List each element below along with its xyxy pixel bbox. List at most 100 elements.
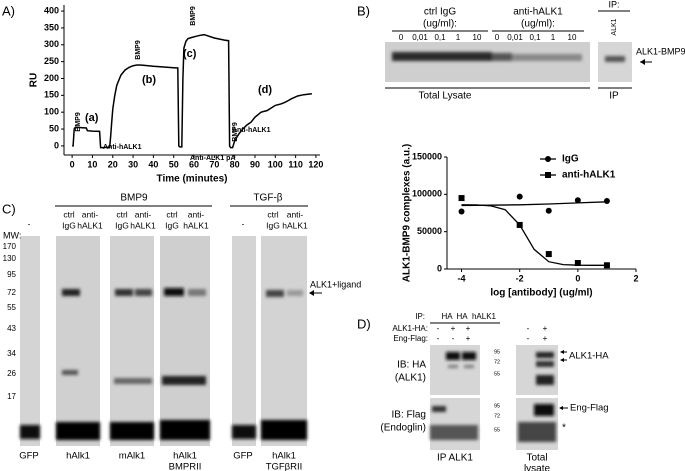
lane-label: 10 <box>568 33 577 42</box>
lane-label: 0,1 <box>434 33 446 42</box>
lane-label: 0,01 <box>507 33 523 42</box>
x-tick-label: 0 <box>70 159 75 169</box>
legend-label: IgG <box>562 154 579 165</box>
mw-label: 72 <box>7 288 16 297</box>
x-tick-label: 70 <box>209 159 219 169</box>
sign: - <box>437 324 440 333</box>
x-tick-label: 20 <box>108 159 118 169</box>
y-tick-label: 150 <box>44 90 59 100</box>
panel-label: C) <box>2 201 16 216</box>
annotation: (a) <box>85 112 99 124</box>
y-tick-label: 200 <box>44 73 59 83</box>
sign: + <box>466 334 471 343</box>
x-tick-label: 90 <box>250 159 260 169</box>
band-label: ALK1-BMP9 <box>636 46 685 56</box>
fit-curve <box>461 204 607 266</box>
lane-header: hALK1 <box>130 220 156 230</box>
lane-name: GFP <box>19 451 39 462</box>
panel-label: D) <box>357 316 371 331</box>
ip-row: IP: <box>415 312 425 321</box>
panel-label: A) <box>2 3 15 18</box>
lane-name: TGFβRII <box>266 462 303 471</box>
bands <box>392 52 625 62</box>
group-label: TGF-β <box>253 193 282 204</box>
lane-label: 1 <box>456 33 461 42</box>
membrane <box>385 42 590 82</box>
lane-header: IgG <box>165 220 179 230</box>
annotation: BMP9 <box>135 40 142 60</box>
point <box>545 207 552 214</box>
y-tick-label: 0 <box>54 140 59 150</box>
lane-header: anti- <box>287 209 304 219</box>
y-tick-label: 150000 <box>412 151 442 161</box>
x-tick-label: 60 <box>189 159 199 169</box>
ip-row: HA <box>441 312 453 321</box>
lane-name: mAlk1 <box>119 451 145 462</box>
annotation: Anti-ALK1 pA <box>190 155 236 162</box>
sign: - <box>437 334 440 343</box>
sign: - <box>452 334 455 343</box>
lane-header: anti- <box>82 209 99 219</box>
lane-name: hAlk1 <box>173 451 197 462</box>
sensorgram-line <box>72 33 312 149</box>
lane-name: hAlk1 <box>272 451 296 462</box>
ip-header: IP: <box>608 0 619 9</box>
mw-label: 95 <box>7 270 16 279</box>
x-tick-label: 40 <box>148 159 158 169</box>
annotation: BMP9 <box>75 112 82 132</box>
y-tick-label: 50000 <box>417 226 442 236</box>
sign: + <box>543 334 548 343</box>
annotation: Anti-hALK1 <box>103 144 142 151</box>
lane-label: 0 <box>495 33 500 42</box>
y-tick-label: 0 <box>437 263 442 273</box>
lane-header: hALK1 <box>183 220 209 230</box>
group-unit: (ug/ml): <box>521 19 555 30</box>
y-tick-label: 250 <box>44 56 59 66</box>
lane-header: anti- <box>188 209 205 219</box>
footer: IP <box>609 91 619 102</box>
footer: Total <box>526 453 547 464</box>
point <box>545 251 552 258</box>
row-label: Eng-Flag: <box>393 334 428 343</box>
footer: lysate <box>524 464 551 471</box>
mw-label: 34 <box>7 349 16 358</box>
mw-label: 95 <box>494 349 500 355</box>
star: * <box>562 423 566 434</box>
lane-header: hALK1 <box>282 220 308 230</box>
y-tick-label: 50 <box>49 123 59 133</box>
ib-label: (Endoglin) <box>380 423 426 434</box>
footer: Total Lysate <box>419 91 472 102</box>
mw-label: 55 <box>7 303 16 312</box>
x-tick-label: 0 <box>575 273 580 283</box>
ip-row: hALK1 <box>472 312 497 321</box>
legend-label: anti-hALK1 <box>562 170 616 181</box>
x-tick-label: -2 <box>516 273 524 283</box>
row-label: ALK1-HA: <box>392 324 428 333</box>
lane-name: GFP <box>233 451 253 462</box>
point <box>458 208 465 215</box>
lane-header: anti- <box>135 209 152 219</box>
blot-c <box>20 205 322 446</box>
mw-label: 55 <box>494 427 500 433</box>
lane-label: 1 <box>551 33 556 42</box>
ib-label: IB: Flag <box>392 410 426 421</box>
x-tick-label: 10 <box>87 159 97 169</box>
legend-marker <box>545 172 551 178</box>
mw-label: 55 <box>494 371 500 377</box>
lane-header: IgG <box>62 220 76 230</box>
blot-b <box>385 10 652 89</box>
annotation: BMP9 <box>190 6 197 26</box>
mw-title: MW: <box>3 230 21 240</box>
lane-label: 0,1 <box>529 33 541 42</box>
group-label: BMP9 <box>120 193 148 204</box>
lane-header: ctrl <box>267 209 278 219</box>
x-tick-label: 50 <box>169 159 179 169</box>
lane-header: ctrl <box>166 209 177 219</box>
arrow-label: Eng-Flag <box>570 403 609 414</box>
ip-lane: ALK1 <box>611 18 618 35</box>
mw-label: 130 <box>3 254 17 263</box>
x-tick-label: 110 <box>288 159 303 169</box>
sign: + <box>543 324 548 333</box>
lane-header: ctrl <box>63 209 74 219</box>
